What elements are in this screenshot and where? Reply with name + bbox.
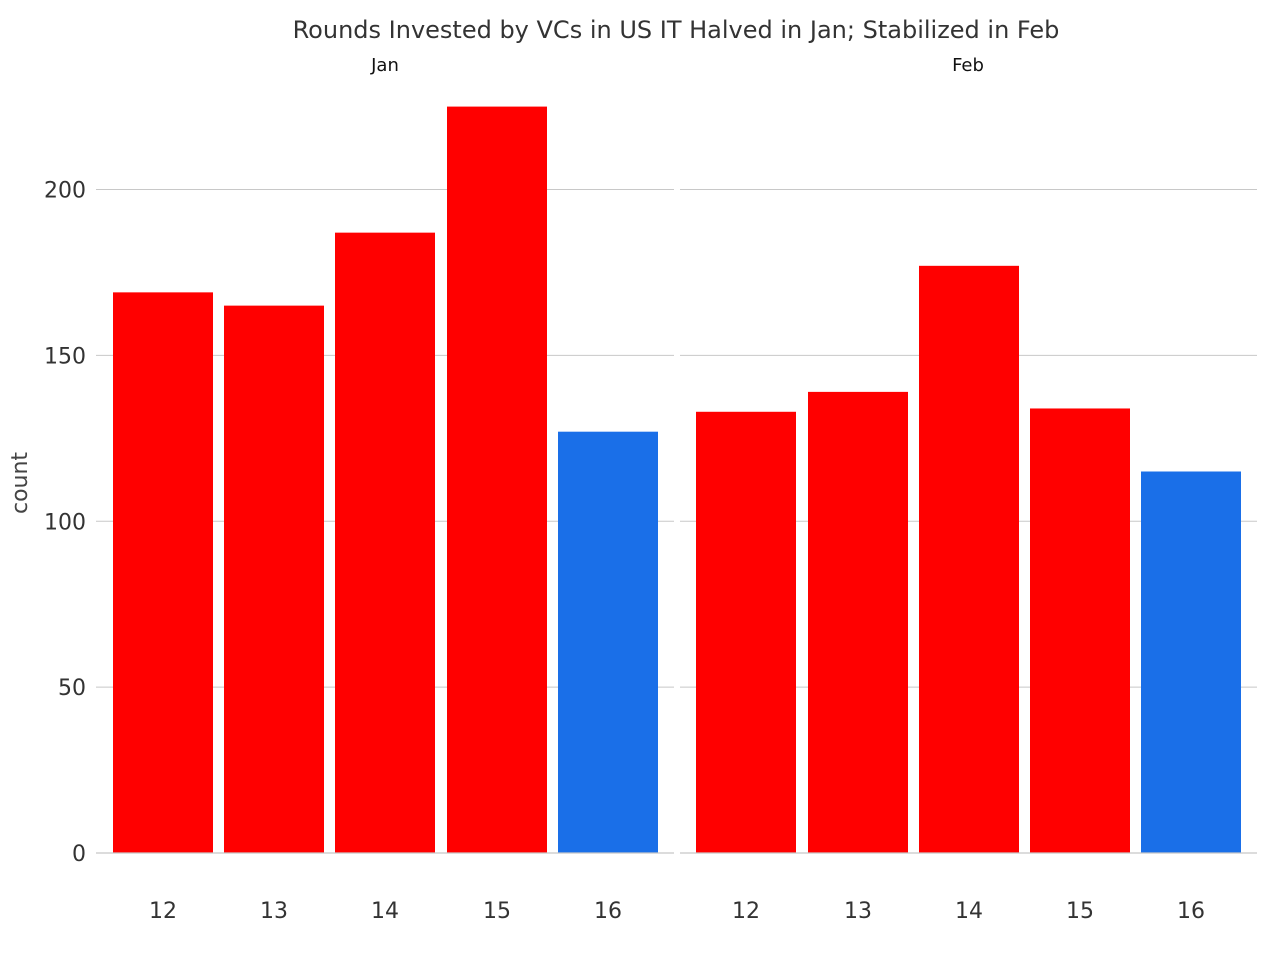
x-tick-label: 16 [1177,899,1205,924]
bar-jan-16 [558,431,658,853]
x-tick-label: 12 [149,899,177,924]
panel-label: Jan [370,55,399,76]
y-tick-label: 50 [58,676,86,701]
bar-feb-12 [696,411,796,853]
chart-title: Rounds Invested by VCs in US IT Halved i… [293,16,1060,44]
bar-jan-14 [335,232,435,853]
bar-feb-14 [919,265,1019,853]
panel-jan: Jan 12 13 14 15 16 [96,55,674,924]
y-tick-label: 100 [44,510,86,535]
y-tick-label: 0 [72,842,86,867]
bar-jan-13 [224,305,324,853]
x-tick-label: 16 [594,899,622,924]
y-axis-ticks: 0 50 100 150 200 [44,179,86,867]
bar-feb-15 [1030,408,1130,853]
x-tick-label: 14 [955,899,983,924]
panel-feb: Feb 12 13 14 15 16 [680,55,1257,924]
x-tick-label: 13 [844,899,872,924]
x-tick-label: 12 [732,899,760,924]
bar-feb-16 [1141,471,1241,853]
x-tick-label: 15 [1066,899,1094,924]
x-tick-label: 14 [371,899,399,924]
y-tick-label: 200 [44,179,86,204]
x-tick-label: 13 [260,899,288,924]
y-tick-label: 150 [44,344,86,369]
bar-jan-12 [113,292,213,854]
bar-jan-15 [447,106,547,853]
x-tick-label: 15 [483,899,511,924]
panel-label: Feb [952,55,984,76]
y-axis-title: count [8,452,33,514]
bar-feb-13 [808,391,908,853]
